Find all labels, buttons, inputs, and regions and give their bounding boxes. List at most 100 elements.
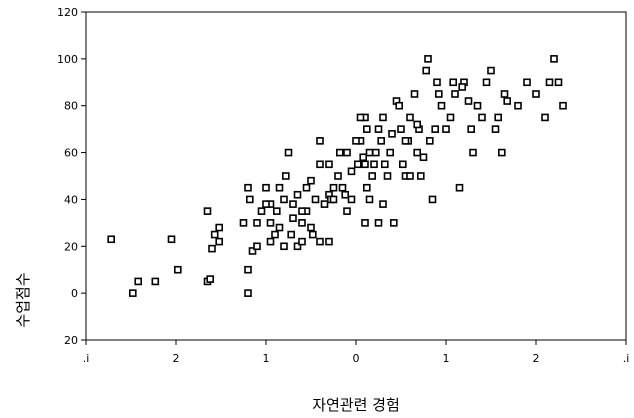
scatter-point	[469, 148, 477, 157]
x-tick-label: 1	[263, 352, 270, 365]
scatter-point	[374, 219, 383, 227]
scatter-point	[473, 101, 482, 110]
scatter-point	[497, 148, 506, 157]
scatter-point	[262, 183, 270, 192]
scatter-point	[424, 55, 432, 63]
y-axis-ticks: 20 0 20 40 60 80 100 120	[57, 6, 86, 347]
scatter-point	[422, 66, 431, 75]
scatter-point	[215, 237, 223, 246]
scatter-point	[347, 195, 356, 204]
scatter-point	[298, 237, 306, 246]
data-points	[107, 55, 567, 297]
scatter-point	[365, 148, 374, 157]
scatter-point	[395, 101, 404, 110]
scatter-point	[289, 200, 297, 208]
scatter-point	[467, 125, 476, 133]
scatter-point	[377, 137, 386, 145]
scatter-point	[541, 113, 549, 122]
scatter-point	[239, 219, 248, 227]
scatter-point	[386, 148, 395, 157]
y-axis-title: 수업점수	[14, 272, 32, 327]
scatter-point	[257, 207, 266, 215]
x-axis-title: 자연관련 경험	[312, 396, 400, 414]
scatter-point	[374, 125, 383, 133]
scatter-point	[494, 113, 503, 122]
y-tick-label: 100	[57, 53, 78, 66]
scatter-point	[335, 148, 344, 157]
scatter-point	[253, 219, 261, 227]
scatter-point	[329, 183, 338, 192]
scatter-point	[487, 66, 495, 75]
plot-border	[85, 11, 627, 341]
scatter-point	[428, 195, 437, 204]
scatter-point	[379, 200, 387, 208]
scatter-point	[361, 219, 369, 227]
scatter-point	[215, 223, 223, 232]
scatter-point	[246, 195, 254, 204]
scatter-point	[370, 160, 378, 169]
scatter-point	[307, 223, 315, 232]
scatter-point	[398, 160, 407, 169]
scatter-point	[458, 83, 467, 91]
scatter-point	[320, 200, 329, 208]
scatter-point	[275, 183, 284, 192]
scatter-point	[406, 113, 414, 122]
scatter-point	[449, 78, 458, 87]
y-tick-label: 120	[57, 6, 78, 19]
scatter-point	[554, 78, 563, 87]
scatter-point	[413, 148, 422, 157]
scatter-point	[244, 289, 252, 297]
scatter-point	[308, 230, 317, 239]
scatter-point	[343, 148, 351, 157]
scatter-point	[545, 78, 554, 87]
scatter-point	[347, 167, 356, 176]
x-tick-label: .i	[83, 352, 90, 365]
scatter-point	[208, 244, 216, 253]
scatter-point	[550, 55, 558, 63]
scatter-point	[316, 160, 324, 169]
scatter-point	[275, 223, 284, 232]
scatter-point	[244, 265, 252, 274]
x-tick-label: 2	[533, 352, 540, 365]
scatter-point	[271, 230, 279, 239]
y-tick-label: 0	[71, 287, 78, 300]
scatter-point	[478, 113, 486, 122]
y-tick-label: 60	[64, 147, 78, 160]
scatter-point	[371, 148, 380, 157]
scatter-point	[464, 97, 473, 105]
scatter-point	[298, 219, 306, 227]
scatter-point	[388, 130, 396, 138]
scatter-point	[491, 125, 500, 133]
scatter-point	[248, 247, 257, 255]
scatter-point	[325, 237, 333, 246]
y-tick-label: 20	[64, 334, 78, 347]
scatter-point	[559, 101, 567, 110]
scatter-point	[284, 148, 293, 157]
scatter-point	[446, 113, 455, 122]
scatter-point	[379, 113, 387, 122]
x-tick-label: 2	[173, 352, 180, 365]
scatter-point	[280, 195, 288, 204]
plot-frame	[85, 11, 627, 341]
scatter-point	[365, 195, 374, 204]
scatter-point	[253, 242, 261, 251]
scatter-point	[434, 90, 443, 98]
scatter-point	[353, 160, 362, 169]
scatter-point	[416, 172, 425, 180]
scatter-point	[368, 172, 377, 180]
scatter-point	[361, 160, 369, 169]
scatter-point	[413, 120, 422, 129]
scatter-point	[281, 172, 290, 180]
scatter-point	[401, 137, 410, 145]
scatter-point	[334, 172, 342, 180]
y-tick-label: 80	[64, 100, 78, 113]
scatter-point	[362, 125, 371, 133]
scatter-point	[329, 195, 338, 204]
scatter-point	[210, 230, 219, 239]
scatter-point	[266, 237, 275, 246]
scatter-point	[503, 97, 512, 105]
scatter-point	[532, 90, 540, 98]
scatter-point	[287, 230, 296, 239]
scatter-point	[293, 242, 302, 251]
